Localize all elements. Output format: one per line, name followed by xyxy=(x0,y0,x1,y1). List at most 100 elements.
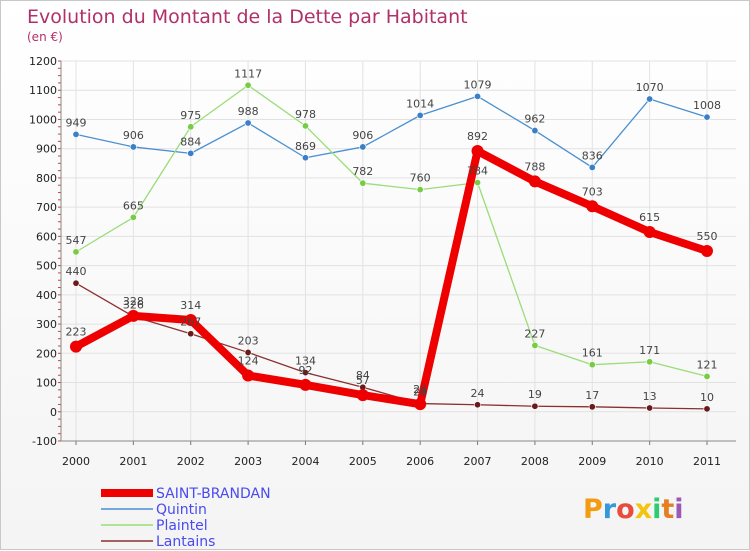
point-lantains xyxy=(187,330,195,338)
x-tick-label: 2006 xyxy=(406,455,434,468)
point-plaintel xyxy=(703,372,711,380)
point-plaintel xyxy=(474,179,482,187)
data-label-plaintel: 665 xyxy=(123,199,144,212)
data-label-plaintel: 161 xyxy=(582,347,603,360)
y-tick-label: 700 xyxy=(36,201,57,214)
data-label-quintin: 906 xyxy=(123,129,144,142)
point-quintin xyxy=(646,95,654,103)
y-tick-label: 800 xyxy=(36,172,57,185)
data-label-saint-brandan: 788 xyxy=(524,160,545,173)
data-label-quintin: 1014 xyxy=(406,97,434,110)
proxiti-logo: Proxiti xyxy=(583,494,684,525)
data-label-plaintel: 760 xyxy=(410,172,431,185)
point-lantains xyxy=(588,403,596,411)
data-label-saint-brandan: 314 xyxy=(180,299,201,312)
data-label-saint-brandan: 550 xyxy=(697,230,718,243)
x-tick-label: 2008 xyxy=(521,455,549,468)
point-plaintel xyxy=(416,186,424,194)
data-label-lantains: 84 xyxy=(356,369,370,382)
x-tick-label: 2011 xyxy=(693,455,721,468)
data-label-plaintel: 171 xyxy=(639,344,660,357)
data-label-saint-brandan: 57 xyxy=(356,374,370,387)
point-plaintel xyxy=(187,123,195,131)
data-label-quintin: 949 xyxy=(66,116,87,129)
legend-label-plaintel: Plaintel xyxy=(156,518,208,534)
data-label-plaintel: 975 xyxy=(180,109,201,122)
data-labels: 949 906 884 988 869 906 1014 1079 962 836 1070 1008… xyxy=(66,67,722,404)
chart-subtitle: (en €) xyxy=(27,30,63,44)
data-label-quintin: 988 xyxy=(238,105,259,118)
series-line-saint-brandan xyxy=(72,147,711,409)
data-label-quintin: 869 xyxy=(295,140,316,153)
data-label-lantains: 267 xyxy=(180,316,201,329)
point-lantains xyxy=(646,404,654,412)
point-plaintel xyxy=(129,213,137,221)
data-label-lantains: 17 xyxy=(585,389,599,402)
series-line-quintin xyxy=(75,95,708,169)
data-label-lantains: 10 xyxy=(700,391,714,404)
point-saint-brandan xyxy=(70,340,82,353)
data-label-quintin: 884 xyxy=(180,135,201,148)
point-lantains xyxy=(474,401,482,409)
point-quintin xyxy=(129,143,137,151)
y-tick-label: 1200 xyxy=(29,55,57,68)
data-label-lantains: 440 xyxy=(66,265,87,278)
x-tick-label: 2010 xyxy=(636,455,664,468)
series-layer xyxy=(70,81,713,413)
data-label-lantains: 19 xyxy=(528,388,542,401)
x-tick-label: 2002 xyxy=(177,455,205,468)
x-tick-label: 2001 xyxy=(119,455,147,468)
x-tick-label: 2005 xyxy=(349,455,377,468)
grid-lines xyxy=(61,60,736,442)
point-saint-brandan xyxy=(528,175,541,188)
point-lantains xyxy=(301,369,309,377)
series-line-plaintel xyxy=(75,84,708,378)
y-tick-label: 400 xyxy=(36,289,57,302)
legend-label-lantains: Lantains xyxy=(156,534,215,550)
point-saint-brandan xyxy=(242,369,255,382)
legend-label-saint-brandan: SAINT-BRANDAN xyxy=(156,486,271,502)
point-saint-brandan xyxy=(643,226,656,238)
data-label-quintin: 836 xyxy=(582,149,603,162)
point-quintin xyxy=(416,111,424,119)
y-tick-label: 900 xyxy=(36,143,57,156)
point-quintin xyxy=(301,154,309,162)
y-tick-label: -100 xyxy=(32,435,57,448)
data-label-saint-brandan: 892 xyxy=(467,130,488,143)
y-tick-label: 0 xyxy=(50,406,57,419)
data-label-saint-brandan: 26 xyxy=(413,383,427,396)
point-plaintel xyxy=(588,361,596,369)
point-saint-brandan xyxy=(701,245,713,257)
data-label-lantains: 326 xyxy=(123,298,144,311)
logo-text: Proxiti xyxy=(583,494,684,525)
point-quintin xyxy=(588,163,596,171)
point-quintin xyxy=(474,92,482,100)
point-saint-brandan xyxy=(356,389,369,402)
legend-label-quintin: Quintin xyxy=(156,502,207,518)
x-tick-label: 2000 xyxy=(62,455,90,468)
y-tick-label: 1100 xyxy=(29,84,57,97)
data-label-plaintel: 547 xyxy=(66,234,87,247)
point-quintin xyxy=(531,127,539,135)
data-label-saint-brandan: 328 xyxy=(123,295,144,308)
data-label-lantains: 203 xyxy=(238,334,259,347)
point-plaintel xyxy=(244,81,252,89)
x-tick-label: 2004 xyxy=(291,455,319,468)
data-label-lantains: 13 xyxy=(643,390,657,403)
point-plaintel xyxy=(359,179,367,187)
data-label-saint-brandan: 92 xyxy=(298,364,312,377)
point-saint-brandan xyxy=(127,309,140,322)
data-label-plaintel: 782 xyxy=(352,165,373,178)
data-label-saint-brandan: 124 xyxy=(238,355,259,368)
series-line-lantains xyxy=(75,282,708,410)
y-tick-label: 200 xyxy=(36,347,57,360)
data-label-saint-brandan: 703 xyxy=(582,185,603,198)
point-quintin xyxy=(703,113,711,121)
data-label-quintin: 1070 xyxy=(636,81,664,94)
data-label-lantains: 24 xyxy=(471,387,485,400)
data-label-saint-brandan: 615 xyxy=(639,211,660,224)
point-lantains xyxy=(72,279,80,287)
